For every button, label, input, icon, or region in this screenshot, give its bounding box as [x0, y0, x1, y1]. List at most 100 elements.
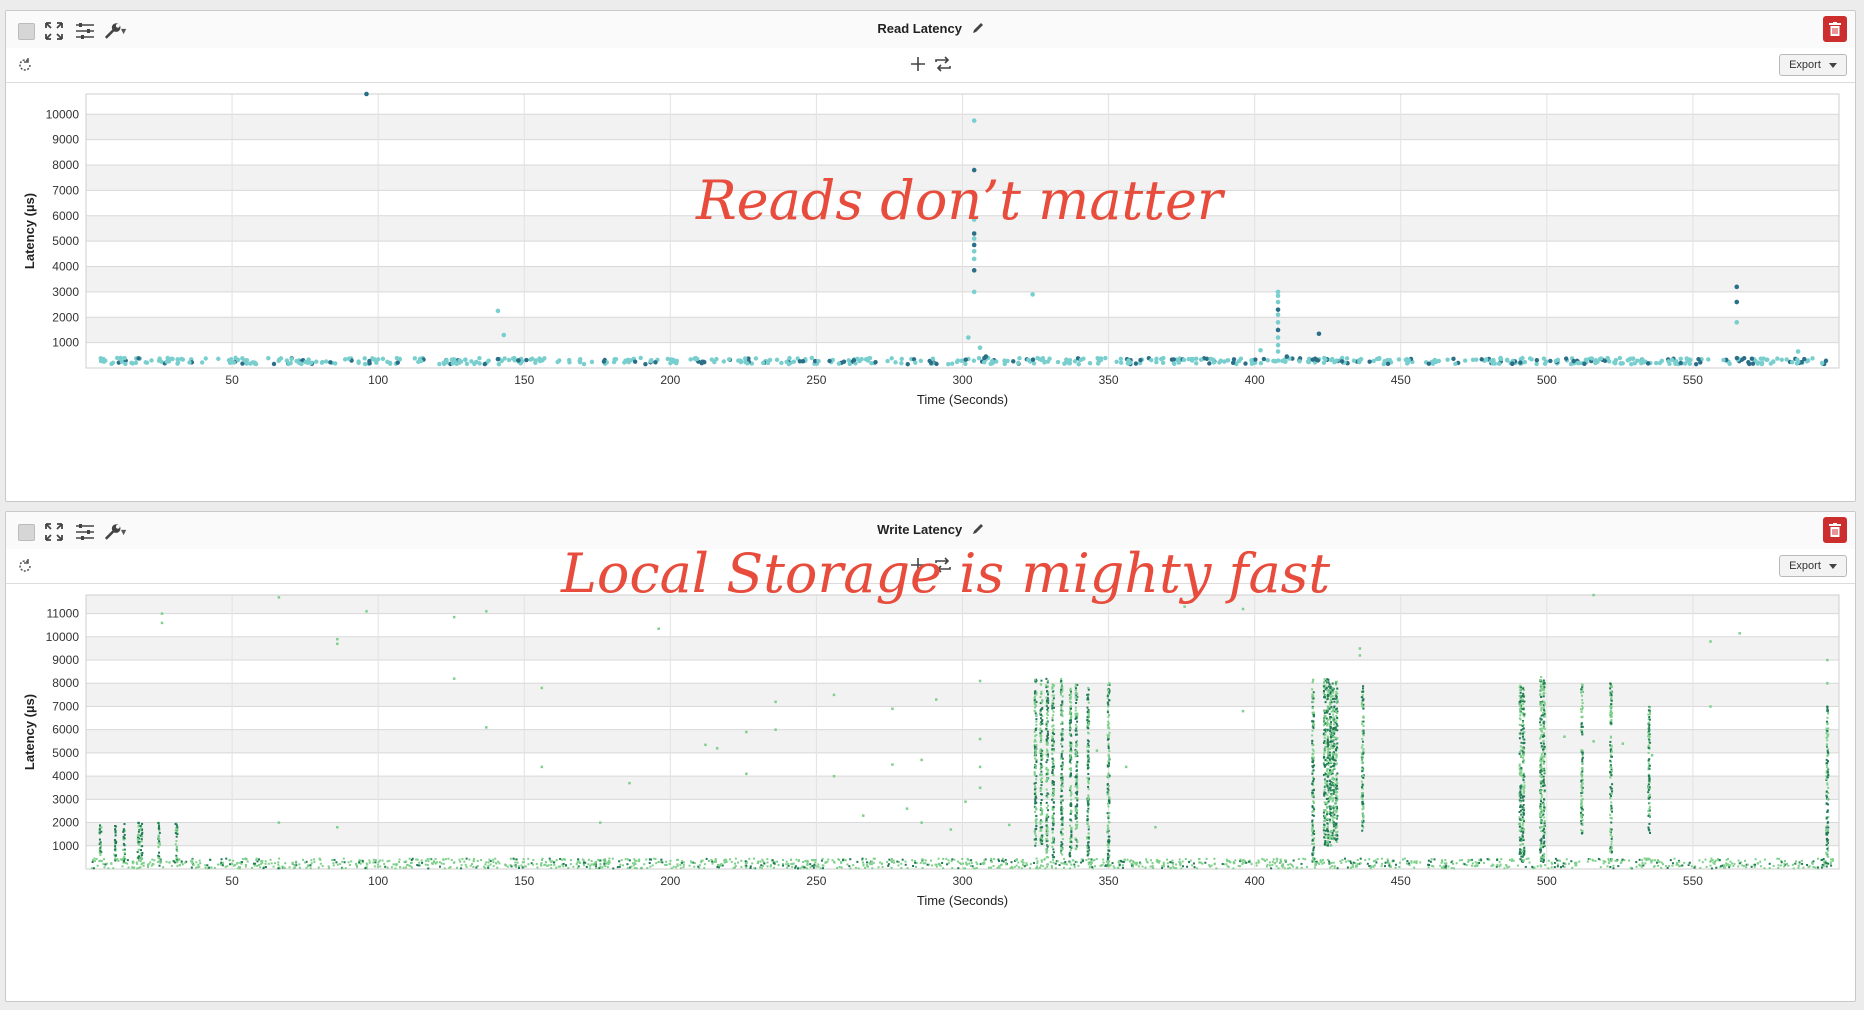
data-point: [1322, 689, 1325, 692]
swap-icon[interactable]: [934, 56, 952, 72]
trash-icon: [1829, 523, 1841, 537]
data-point: [1108, 796, 1111, 799]
data-point: [1722, 866, 1725, 869]
export-button[interactable]: Export: [1779, 54, 1847, 76]
data-point: [1322, 692, 1325, 695]
data-point: [1563, 862, 1566, 865]
data-point: [714, 860, 717, 863]
data-point: [377, 860, 380, 863]
wrench-icon[interactable]: ▼: [104, 522, 128, 542]
data-point: [305, 866, 308, 869]
data-point: [1742, 865, 1745, 868]
wrench-icon[interactable]: ▼: [104, 21, 128, 41]
add-icon[interactable]: [910, 557, 926, 573]
data-point: [99, 824, 102, 827]
data-point: [1831, 859, 1834, 862]
export-button[interactable]: Export: [1779, 555, 1847, 577]
data-point: [819, 867, 822, 870]
data-point: [1217, 360, 1222, 365]
data-point: [1046, 834, 1049, 837]
settings-sliders-icon[interactable]: [73, 21, 97, 41]
refresh-icon[interactable]: [18, 58, 32, 77]
data-point: [1244, 861, 1247, 864]
data-point: [119, 858, 122, 861]
data-point: [1145, 860, 1148, 863]
data-point: [1076, 826, 1079, 829]
data-point: [1780, 859, 1783, 862]
data-point: [1060, 711, 1063, 714]
data-point: [277, 863, 280, 866]
data-point: [1521, 824, 1524, 827]
pencil-icon[interactable]: [972, 523, 984, 538]
data-point: [1076, 793, 1079, 796]
expand-icon[interactable]: [42, 21, 66, 41]
data-point: [1323, 778, 1326, 781]
panel-select-checkbox[interactable]: [18, 22, 35, 40]
data-point: [1070, 846, 1073, 849]
data-point: [1522, 772, 1525, 775]
swap-icon[interactable]: [934, 557, 952, 573]
data-point: [1362, 819, 1365, 822]
data-point: [1070, 830, 1073, 833]
pencil-icon[interactable]: [972, 22, 984, 37]
data-point: [1086, 799, 1089, 802]
data-point: [1311, 794, 1314, 797]
data-point: [1107, 805, 1110, 808]
data-point: [1821, 858, 1824, 861]
data-point: [1666, 866, 1669, 869]
data-point: [361, 859, 364, 862]
data-point: [1679, 865, 1682, 868]
data-point: [1312, 842, 1315, 845]
y-tick-label: 5000: [52, 234, 79, 248]
refresh-icon[interactable]: [18, 559, 32, 578]
data-point: [1595, 359, 1600, 365]
data-point: [381, 859, 384, 862]
data-point: [379, 865, 382, 868]
data-point: [1559, 866, 1562, 869]
settings-sliders-icon[interactable]: [73, 522, 97, 542]
data-point: [1335, 816, 1338, 819]
data-point: [1076, 743, 1079, 746]
data-point: [1034, 678, 1037, 681]
delete-panel-button[interactable]: [1823, 517, 1847, 543]
data-point: [1045, 741, 1048, 744]
data-point: [1108, 800, 1111, 803]
data-point: [1331, 768, 1334, 771]
data-point: [140, 833, 143, 836]
expand-icon[interactable]: [42, 522, 66, 542]
data-point: [1077, 864, 1080, 867]
data-point: [1162, 861, 1165, 864]
data-point: [1047, 856, 1050, 859]
data-point: [559, 865, 562, 868]
data-point: [1074, 837, 1077, 840]
panel-select-checkbox[interactable]: [18, 523, 35, 541]
data-point: [1052, 822, 1055, 825]
data-point: [141, 822, 144, 825]
data-point: [1076, 803, 1079, 806]
data-point: [849, 867, 852, 870]
data-point: [1034, 757, 1037, 760]
data-point: [1060, 690, 1063, 693]
data-point: [1061, 778, 1064, 781]
data-point: [1335, 748, 1338, 751]
x-tick-label: 450: [1391, 373, 1411, 387]
delete-panel-button[interactable]: [1823, 16, 1847, 42]
data-point: [676, 863, 679, 866]
data-point: [1332, 723, 1335, 726]
data-point: [924, 859, 927, 862]
data-point: [190, 866, 193, 869]
data-point: [1052, 783, 1055, 786]
data-point: [1076, 809, 1079, 812]
data-point: [1471, 864, 1474, 867]
data-point: [1087, 857, 1090, 860]
add-icon[interactable]: [910, 56, 926, 72]
data-point: [1312, 849, 1315, 852]
data-point: [813, 863, 816, 866]
data-point: [1578, 860, 1581, 863]
data-point: [974, 867, 977, 870]
data-point: [1166, 858, 1169, 861]
data-point: [1099, 864, 1102, 867]
data-point: [1039, 820, 1042, 823]
data-point: [1074, 827, 1077, 830]
data-point: [618, 860, 621, 863]
